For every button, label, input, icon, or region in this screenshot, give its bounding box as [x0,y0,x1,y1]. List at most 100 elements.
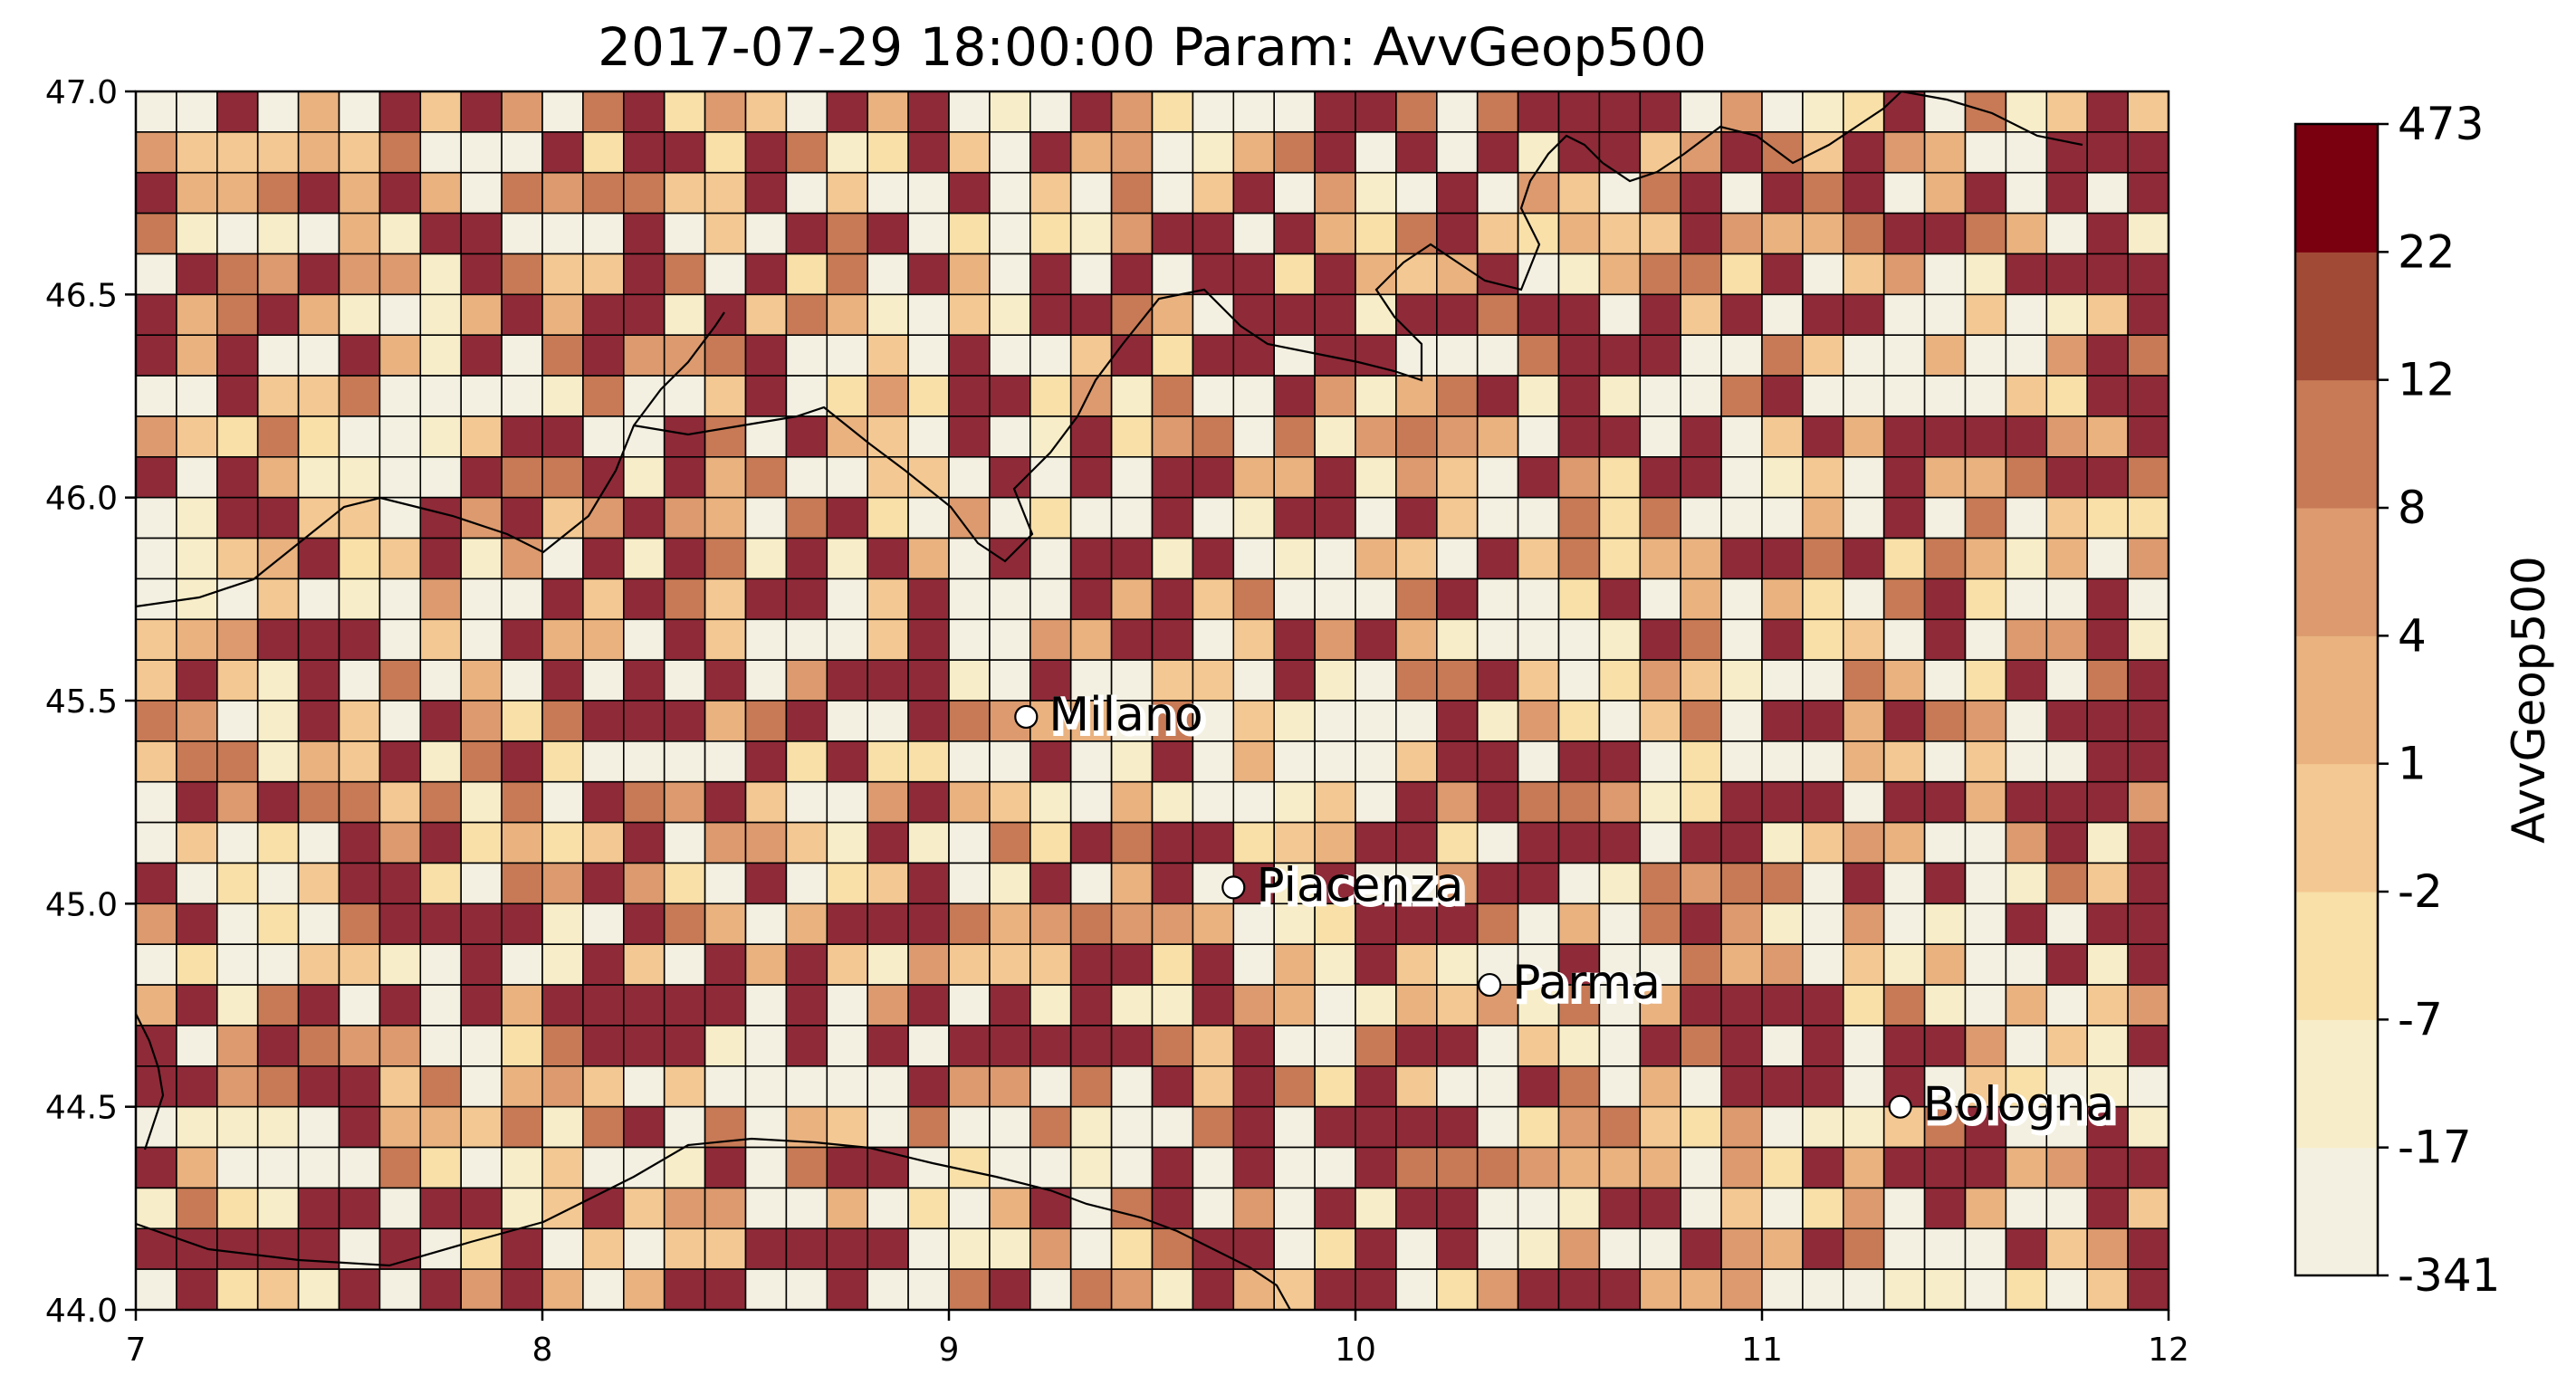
heatmap-cell [541,618,584,661]
heatmap-cell [1964,700,2007,742]
heatmap-cell [541,943,584,986]
heatmap-cell [1232,1065,1276,1108]
heatmap-cell [744,496,788,539]
heatmap-cell [1720,780,1763,824]
heatmap-cell [541,821,584,864]
heatmap-cell [1192,1065,1235,1108]
heatmap-cell [297,943,340,986]
heatmap-cell [1110,496,1154,539]
heatmap-cell [744,1025,788,1067]
heatmap-cell [1029,131,1072,174]
heatmap-cell [1192,700,1235,742]
heatmap-cell [176,740,218,783]
heatmap-cell [419,171,462,215]
heatmap-cell [1355,293,1397,337]
heatmap-cell [1192,780,1235,824]
heatmap-cell [1639,1146,1682,1189]
city-marker [1478,972,1502,998]
heatmap-cell [1232,943,1276,986]
heatmap-cell [419,618,462,661]
city-label: Piacenza [1256,858,1463,912]
heatmap-cell [1761,700,1804,742]
heatmap-cell [1557,131,1601,174]
heatmap-cell [1273,131,1316,174]
x-tick-label: 9 [939,1332,960,1369]
heatmap-cell [582,131,625,174]
colorbar-band [2295,892,2378,1020]
heatmap-cell [419,659,462,702]
heatmap-cell [1720,1065,1763,1108]
heatmap-cell [582,862,625,905]
heatmap-cell [785,334,828,377]
heatmap-cell [501,1268,543,1311]
heatmap-cell [2005,740,2048,783]
heatmap-cell [501,578,543,621]
heatmap-cell [1639,902,1682,945]
heatmap-cell [2005,984,2048,1026]
heatmap-cell [541,902,584,945]
heatmap-cell [419,780,462,824]
heatmap-cell [297,1146,340,1189]
heatmap-cell [135,740,177,783]
heatmap-cell [1680,91,1722,133]
heatmap-cell [2127,1187,2169,1230]
heatmap-cell [1680,821,1722,864]
heatmap-cell [501,1227,543,1270]
heatmap-cell [176,455,218,499]
heatmap-cell [948,1268,991,1311]
y-tick-label: 44.0 [45,1293,118,1330]
heatmap-cell [1314,253,1356,296]
heatmap-cell [663,862,706,905]
heatmap-cell [1069,253,1113,296]
heatmap-cell [1843,1025,1885,1067]
heatmap-cell [1355,740,1397,783]
heatmap-cell [989,1187,1031,1230]
heatmap-cell [1192,537,1235,580]
heatmap-cell [663,1025,706,1067]
heatmap-cell [1395,212,1438,255]
heatmap-cell [135,659,177,702]
heatmap-cell [460,578,503,621]
heatmap-cell [2005,821,2048,864]
heatmap-cell [2045,1268,2089,1311]
heatmap-cell [256,1065,300,1108]
city-marker [1221,875,1246,900]
heatmap-cell [256,780,300,824]
heatmap-cell [744,253,788,296]
heatmap-cell [1355,578,1397,621]
x-tick-label: 7 [126,1332,147,1369]
heatmap-cell [1720,1187,1763,1230]
heatmap-cell [989,943,1031,986]
heatmap-cell [2005,1025,2048,1067]
heatmap-cell [826,821,868,864]
heatmap-cell [1882,1146,1926,1189]
y-tick-label: 44.5 [45,1090,118,1127]
heatmap-cell [256,1187,300,1230]
heatmap-cell [1680,862,1722,905]
heatmap-cell [1964,131,2007,174]
x-tick-label: 10 [1335,1332,1376,1369]
heatmap-cell [622,1227,666,1270]
heatmap-cell [1882,334,1926,377]
heatmap-cell [826,212,868,255]
heatmap-cell [622,1146,666,1189]
city-label-halo: Piacenza [1259,861,1466,915]
heatmap-cell [419,496,462,539]
heatmap-cell [176,862,218,905]
heatmap-cell [1395,984,1438,1026]
heatmap-cell [826,740,868,783]
heatmap-cell [1476,578,1519,621]
heatmap-cell [460,740,503,783]
heatmap-cell [378,618,422,661]
heatmap-cell [1314,1187,1356,1230]
heatmap-cell [2045,943,2089,986]
heatmap-cell [989,902,1031,945]
city-label-halo: Milano [1051,691,1205,745]
heatmap-cell [1720,496,1763,539]
heatmap-cell [582,1187,625,1230]
heatmap-cell [1680,537,1722,580]
heatmap-cell [256,1105,300,1149]
heatmap-cell [541,1227,584,1270]
heatmap-cell [1355,1268,1397,1311]
heatmap-cell [216,943,259,986]
